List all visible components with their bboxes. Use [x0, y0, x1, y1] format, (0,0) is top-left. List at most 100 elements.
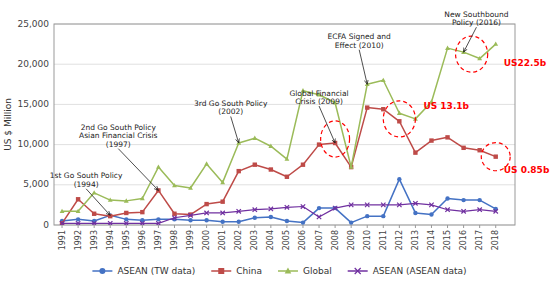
series-point: [172, 183, 177, 187]
plot-frame: [54, 24, 515, 225]
series-point: [285, 205, 289, 209]
legend-label: ASEAN (TW data): [117, 266, 195, 276]
series-point: [76, 221, 80, 225]
x-tick-label: 2010: [363, 230, 372, 250]
series-point: [140, 196, 145, 200]
series-point: [220, 180, 225, 184]
series-point: [494, 154, 498, 158]
series-point: [317, 215, 321, 219]
series-point: [156, 221, 160, 225]
series-point: [204, 218, 208, 222]
value-label-line: US 13.1b: [423, 101, 469, 111]
series-point: [140, 210, 144, 214]
series-point: [285, 219, 289, 223]
legend-item: Global: [278, 266, 332, 276]
series-point: [172, 216, 176, 220]
x-tick-label: 2005: [282, 230, 291, 250]
x-tick-label: 1993: [90, 230, 99, 250]
series-point: [124, 198, 129, 202]
series-point: [477, 148, 481, 152]
annotation-text: 3rd Go South Policy(2002): [194, 99, 268, 117]
annotation-text: 2nd Go South PolicyAsian Financial Crisi…: [79, 123, 157, 149]
series-point: [349, 165, 353, 169]
series-point: [285, 175, 289, 179]
series-point: [92, 221, 96, 225]
annotation-text: ECFA Signed andEffect (2010): [328, 32, 392, 50]
series-point: [220, 199, 224, 203]
x-tick-label: 2004: [266, 230, 275, 250]
series-point: [92, 212, 96, 216]
series-point: [445, 196, 449, 200]
series-point: [365, 203, 369, 207]
series-point: [317, 142, 321, 146]
series-point: [413, 201, 417, 205]
annotation-line: Effect (2010): [335, 41, 384, 50]
series-point: [477, 198, 481, 202]
series-point: [477, 56, 482, 60]
series-point: [397, 111, 402, 115]
x-tick-label: 1997: [154, 230, 163, 250]
series-point: [108, 221, 112, 225]
series-point: [220, 220, 224, 224]
annotation-arrow: [231, 116, 239, 143]
series-group: [60, 41, 499, 225]
x-tick-label: 2013: [411, 230, 420, 250]
legend-label: ASEAN (ASEAN data): [373, 266, 467, 276]
series-point: [60, 221, 64, 225]
highlight-ellipse: [456, 36, 488, 72]
series-point: [108, 197, 113, 201]
series-point: [477, 208, 481, 212]
series-line: [62, 44, 496, 211]
series-point: [268, 144, 273, 148]
annotation-arrow: [359, 50, 367, 85]
series-point: [188, 213, 192, 217]
series-point: [252, 136, 257, 140]
x-tick-label: 2007: [315, 230, 324, 250]
series-point: [204, 202, 208, 206]
series-point: [349, 164, 354, 168]
series-point: [188, 185, 193, 189]
y-tick-label: 20,000: [18, 59, 50, 69]
y-axis-label: US $ Million: [3, 98, 13, 151]
series-point: [220, 211, 224, 215]
series-point: [445, 45, 450, 49]
y-tick-label: 5,000: [23, 179, 49, 189]
x-tick-label: 2001: [218, 230, 227, 250]
x-tick-label: 1991: [58, 230, 67, 250]
annotation-line: (2002): [218, 107, 243, 116]
annotation-arrow: [319, 106, 335, 143]
series-point: [60, 209, 65, 213]
grid-line: [54, 184, 515, 185]
value-label: US 0.85b: [504, 165, 550, 175]
plot-background: [54, 24, 515, 225]
legend-swatch-marker: [285, 267, 292, 273]
series-point: [204, 161, 209, 165]
series-point: [124, 217, 128, 221]
x-tick-label: 2017: [475, 230, 484, 250]
legend-swatch-marker: [355, 268, 361, 274]
series-point: [284, 156, 289, 160]
legend-item: ASEAN (TW data): [92, 266, 195, 276]
series-point: [461, 209, 465, 213]
x-tick-label: 2000: [202, 230, 211, 250]
series-point: [493, 41, 498, 45]
legend-item: ASEAN (ASEAN data): [348, 266, 467, 276]
series-point: [413, 150, 417, 154]
series-point: [204, 211, 208, 215]
x-tick-label: 2018: [491, 230, 500, 250]
legend-swatch-marker: [218, 268, 224, 274]
series: [60, 177, 498, 225]
series-line: [62, 108, 496, 224]
series-point: [397, 119, 401, 123]
series-point: [429, 138, 433, 142]
y-tick-label: 15,000: [18, 99, 50, 109]
x-tick-label: 2002: [234, 230, 243, 250]
series-point: [253, 163, 257, 167]
series-point: [445, 208, 449, 212]
y-tick-label: 0: [43, 220, 49, 230]
series-point: [237, 169, 241, 173]
x-tick-label: 1992: [74, 230, 83, 250]
series-point: [429, 212, 433, 216]
legend: ASEAN (TW data)ChinaGlobalASEAN (ASEAN d…: [92, 266, 466, 276]
chart: 05,00010,00015,00020,00025,0001991199219…: [0, 0, 559, 281]
